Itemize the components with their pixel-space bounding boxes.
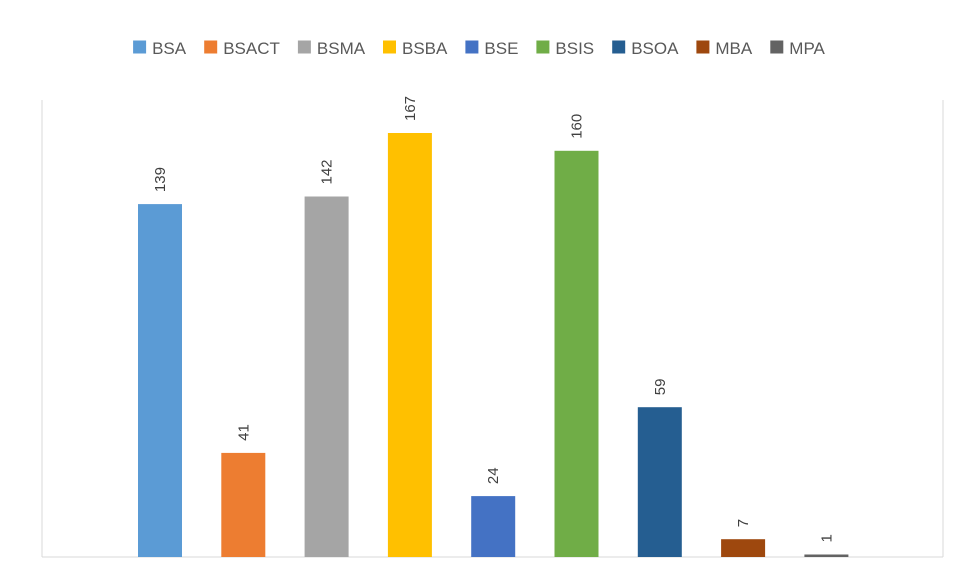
legend-swatch-bsma	[297, 40, 311, 54]
legend-label-mba: MBA	[715, 39, 753, 58]
bar-bsact	[221, 452, 266, 557]
legend-item-mpa: MPA	[770, 39, 826, 58]
legend: BSA BSACT BSMA BSBA BSE BSIS BSOA MBA MPA	[133, 39, 826, 58]
legend-item-bsma: BSMA	[297, 39, 366, 58]
data-label-bsact: 41	[235, 424, 252, 441]
legend-item-mba: MBA	[696, 39, 753, 58]
legend-label-bsma: BSMA	[317, 39, 366, 58]
legend-label-bsoa: BSOA	[631, 39, 679, 58]
data-label-bsa: 139	[152, 167, 169, 192]
legend-item-bse: BSE	[465, 39, 518, 58]
legend-label-bsa: BSA	[152, 39, 187, 58]
legend-swatch-bsa	[133, 40, 147, 54]
bar-mba	[721, 539, 766, 557]
legend-label-bse: BSE	[484, 39, 518, 58]
legend-swatch-bsis	[536, 40, 550, 54]
legend-swatch-bsba	[383, 40, 396, 54]
bar-bsa	[138, 204, 182, 557]
legend-label-bsact: BSACT	[223, 39, 280, 58]
legend-item-bsa: BSA	[133, 39, 187, 58]
bar-bsba	[387, 133, 432, 557]
legend-label-bsis: BSIS	[555, 39, 594, 58]
legend-swatch-bse	[465, 40, 479, 54]
data-label-mba: 7	[735, 519, 752, 527]
legend-swatch-mba	[696, 40, 710, 54]
legend-label-bsba: BSBA	[402, 39, 448, 58]
data-label-bsba: 167	[402, 96, 419, 121]
legend-swatch-bsoa	[612, 40, 626, 54]
data-label-bsma: 142	[319, 159, 336, 184]
bar-bsoa	[637, 407, 682, 557]
legend-item-bsis: BSIS	[536, 39, 594, 58]
bar-bse	[471, 496, 516, 557]
data-label-bsis: 160	[569, 114, 586, 139]
bar-bsma	[304, 196, 349, 557]
legend-item-bsoa: BSOA	[612, 39, 679, 58]
bar-mpa	[804, 554, 849, 557]
data-label-bsoa: 59	[652, 379, 669, 396]
legend-item-bsact: BSACT	[204, 39, 280, 58]
legend-swatch-bsact	[204, 40, 218, 54]
legend-label-mpa: MPA	[789, 39, 825, 58]
data-label-mpa: 1	[818, 534, 835, 542]
data-label-bse: 24	[485, 467, 502, 484]
plot-area: 139 41 142 167 24 160 59 7 1	[41, 96, 944, 558]
legend-item-bsba: BSBA	[383, 39, 448, 58]
legend-swatch-mpa	[770, 40, 784, 54]
bar-bsis	[554, 150, 599, 558]
